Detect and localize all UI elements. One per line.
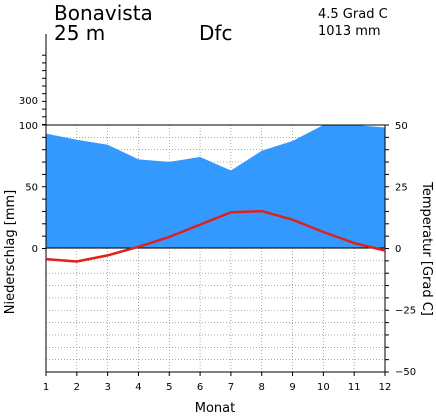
x-tick-label: 10 bbox=[317, 382, 330, 393]
precip-tick-label: 300 bbox=[19, 96, 38, 107]
x-tick-label: 9 bbox=[289, 382, 295, 393]
precip-tick-label: 0 bbox=[32, 244, 38, 255]
precip-series-layer bbox=[45, 124, 386, 248]
mean-temperature: 4.5 Grad C bbox=[318, 7, 388, 22]
x-tick-label: 7 bbox=[228, 382, 234, 393]
climate-class: Dfc bbox=[199, 21, 232, 45]
x-tick-label: 1 bbox=[43, 382, 49, 393]
x-tick-label: 12 bbox=[379, 382, 392, 393]
x-tick-label: 4 bbox=[135, 382, 141, 393]
x-tick-label: 3 bbox=[104, 382, 110, 393]
station-name: Bonavista bbox=[54, 1, 153, 25]
temp-tick-label: −25 bbox=[395, 306, 416, 317]
precip-area bbox=[46, 125, 385, 248]
temp-tick-label: 25 bbox=[395, 183, 408, 194]
left-axis-label: Niederschlag [mm] bbox=[3, 190, 18, 315]
right-axis-label: Temperatur [Grad C] bbox=[419, 181, 434, 316]
annual-precipitation: 1013 mm bbox=[318, 24, 381, 39]
x-tick-label: 2 bbox=[74, 382, 80, 393]
x-tick-label: 8 bbox=[259, 382, 265, 393]
temp-tick-label: 0 bbox=[395, 244, 401, 255]
temperature-series-layer bbox=[45, 209, 386, 263]
x-axis-label: Monat bbox=[195, 401, 235, 416]
temp-tick-label: −50 bbox=[395, 367, 416, 378]
temperature-line bbox=[45, 209, 386, 263]
station-elevation: 25 m bbox=[54, 21, 105, 45]
axes bbox=[42, 34, 389, 376]
x-tick-label: 6 bbox=[197, 382, 203, 393]
temp-tick-label: 50 bbox=[395, 121, 408, 132]
x-tick-label: 11 bbox=[348, 382, 361, 393]
precip-tick-label: 100 bbox=[19, 121, 38, 132]
precip-tick-label: 50 bbox=[25, 183, 38, 194]
x-tick-label: 5 bbox=[166, 382, 172, 393]
